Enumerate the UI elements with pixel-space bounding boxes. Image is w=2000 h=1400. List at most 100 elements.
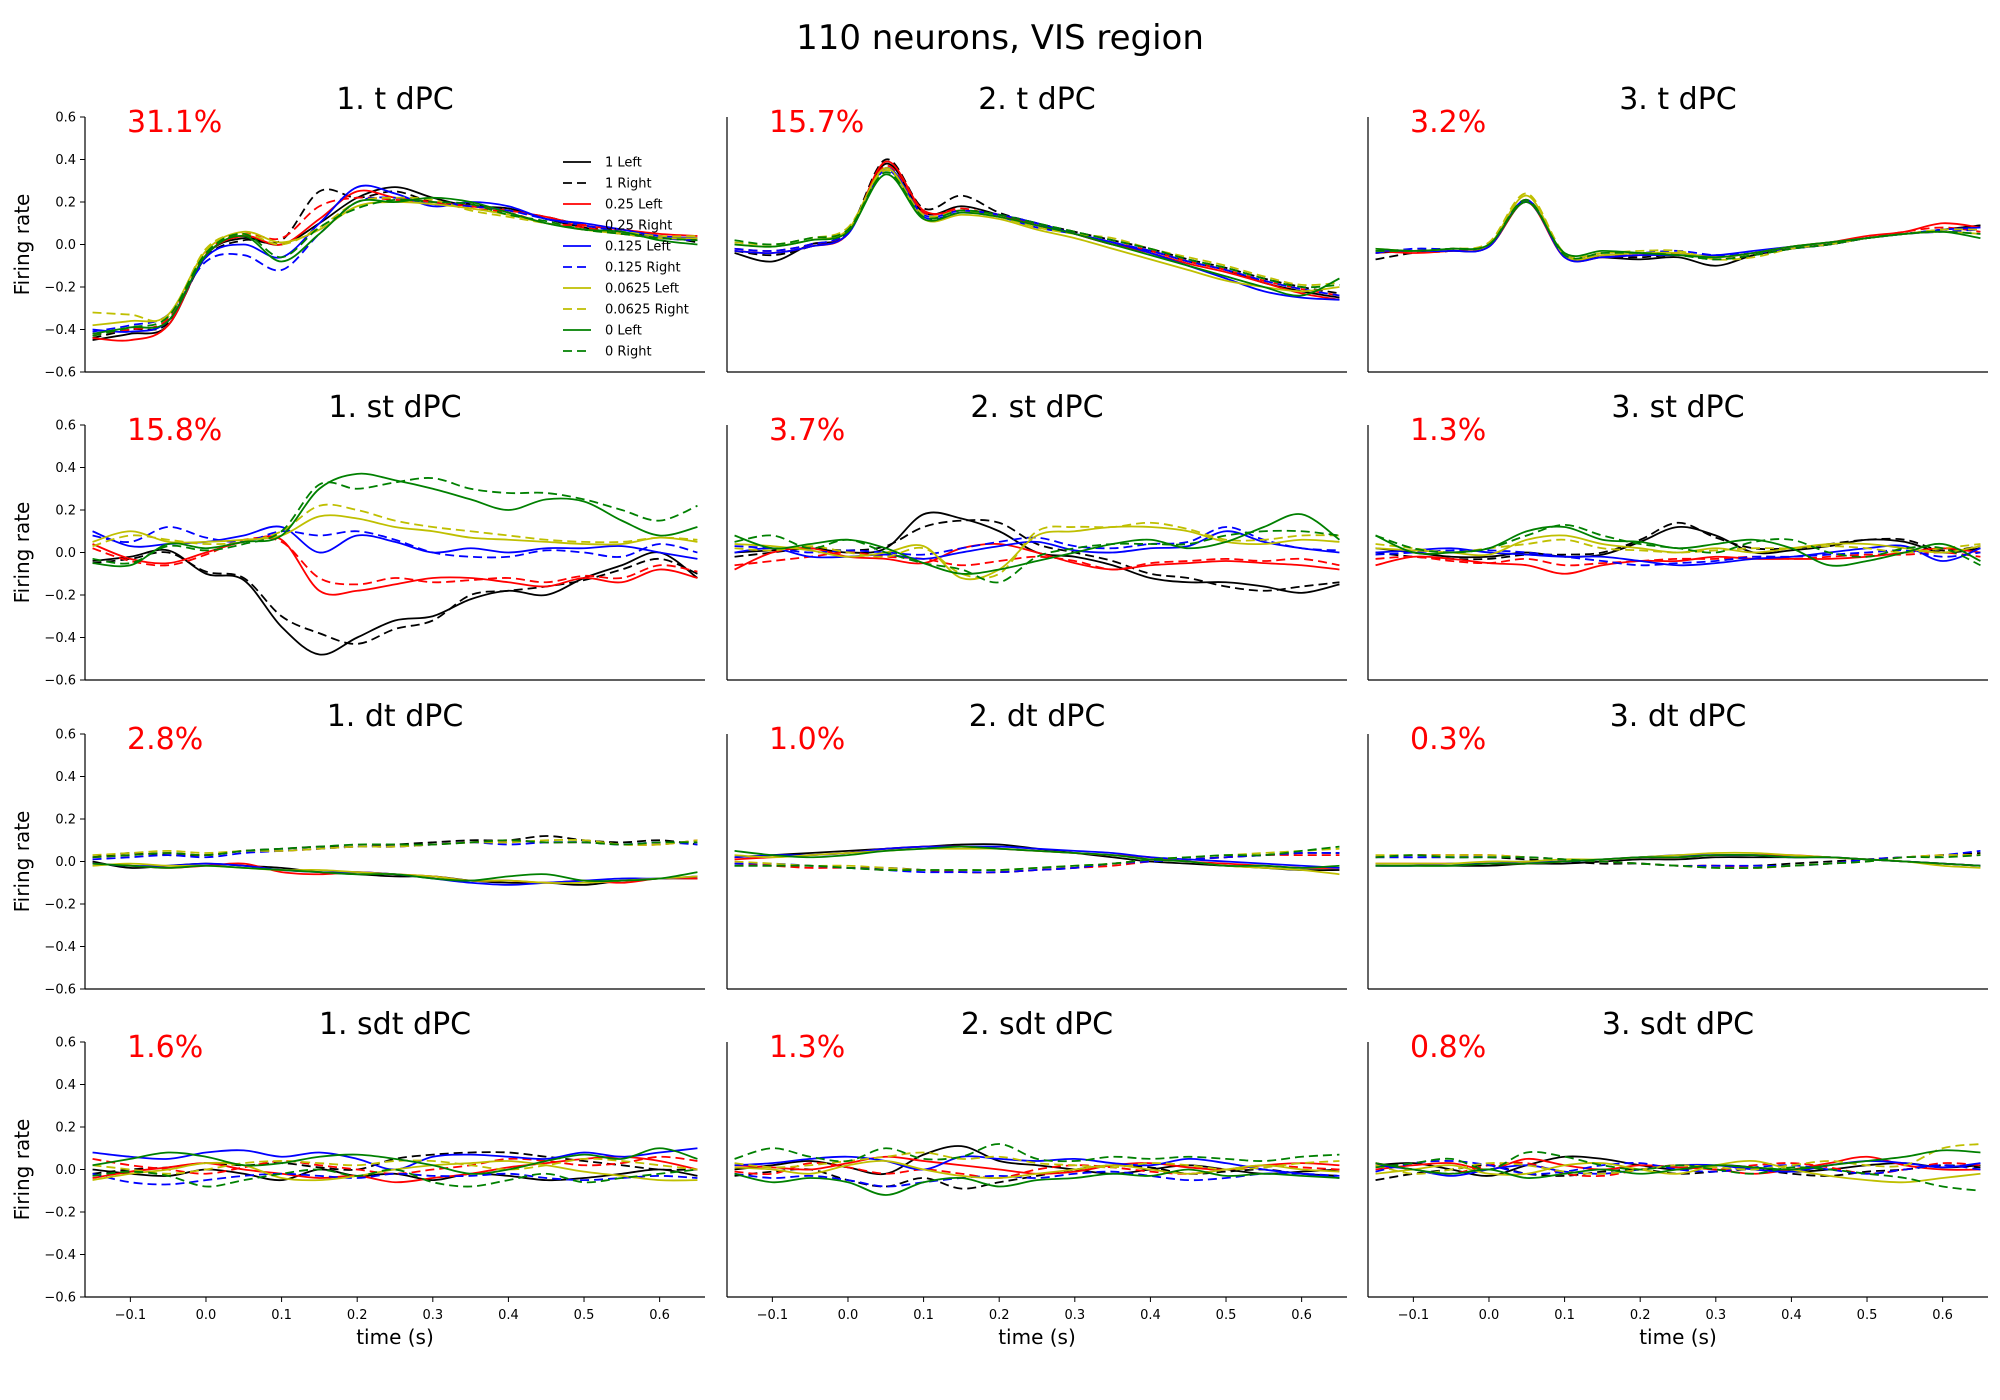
y-axis-label: Firing rate (10, 811, 34, 913)
y-tick-label: 0.0 (55, 855, 76, 870)
series-line (92, 1168, 698, 1188)
x-tick-label: 0.4 (498, 1308, 519, 1323)
x-axis-label: time (s) (998, 1325, 1076, 1349)
y-tick-label: 0.2 (55, 504, 76, 519)
series-line (734, 158, 1340, 295)
panel-7: −0.6 −0.4 −0.2 0.0 0.2 0.4 0.6 Firing rate 1. dt… (10, 699, 705, 998)
series-line (734, 171, 1340, 289)
panel-3: 3. t dPC 3.2% (1367, 82, 1988, 373)
y-tick-label: −0.6 (44, 1291, 76, 1306)
panel-9: 3. dt dPC 0.3% (1367, 699, 1988, 990)
y-tick-label: 0.6 (55, 111, 76, 126)
series-line (734, 530, 1340, 560)
explained-variance: 15.8% (127, 413, 222, 448)
series-line (734, 845, 1340, 872)
series-line (734, 1143, 1340, 1163)
panel-title: 1. st dPC (328, 390, 461, 425)
x-tick-label: −0.1 (115, 1308, 147, 1323)
y-tick-label: 0.0 (55, 1163, 76, 1178)
legend: 1 Left 1 Right 0.25 Left 0.25 Right 0.125 Le… (563, 156, 689, 360)
y-axis-label: Firing rate (10, 1119, 34, 1221)
y-tick-label: −0.2 (44, 898, 76, 913)
series-line (92, 841, 698, 861)
series-line (92, 1172, 698, 1186)
explained-variance: 1.0% (769, 722, 845, 757)
legend-label: 0 Right (605, 345, 652, 360)
series-line (92, 503, 698, 547)
y-tick-label: −0.6 (44, 366, 76, 381)
series-line (92, 536, 698, 586)
y-tick-label: 0.6 (55, 419, 76, 434)
y-tick-label: 0.6 (55, 728, 76, 743)
series-line (92, 472, 698, 568)
x-tick-label: −0.1 (1398, 1308, 1430, 1323)
panel-6: 3. st dPC 1.3% (1367, 390, 1988, 681)
legend-label: 1 Left (605, 156, 642, 171)
series-line (92, 477, 698, 565)
series-line (734, 529, 1340, 584)
series-line (734, 1155, 1340, 1179)
x-tick-label: 0.2 (1630, 1308, 1651, 1323)
x-tick-label: 0.5 (1857, 1308, 1878, 1323)
x-axis-label: time (s) (356, 1325, 434, 1349)
panel-title: 3. t dPC (1619, 82, 1737, 117)
panel-title: 2. t dPC (978, 82, 1096, 117)
y-tick-label: 0.2 (55, 813, 76, 828)
series-line (1375, 1159, 1981, 1184)
x-tick-label: 0.2 (347, 1308, 368, 1323)
y-axis-label: Firing rate (10, 502, 34, 604)
panel-title: 3. dt dPC (1610, 699, 1747, 734)
series-line (1375, 534, 1981, 557)
x-tick-label: 0.0 (196, 1308, 217, 1323)
panel-title: 2. sdt dPC (961, 1007, 1113, 1042)
y-tick-label: 0.2 (55, 196, 76, 211)
series-line (1375, 547, 1981, 575)
legend-label: 0.125 Left (605, 240, 671, 255)
series-line (92, 196, 698, 333)
panel-11: −0.1 0.0 0.1 0.2 0.3 0.4 0.5 0.6 time (s) 2. sdt … (726, 1007, 1347, 1349)
panel-1: −0.6 −0.4 −0.2 0.0 0.2 0.4 0.6 Firing rate 1. t … (10, 82, 705, 381)
explained-variance: 31.1% (127, 105, 222, 140)
series-line (734, 1170, 1340, 1188)
explained-variance: 0.8% (1410, 1030, 1486, 1065)
series-line (1375, 523, 1981, 567)
series-line (1375, 1149, 1981, 1179)
y-tick-label: 0.2 (55, 1121, 76, 1136)
series-line (734, 169, 1340, 297)
legend-label: 0.25 Left (605, 198, 663, 213)
x-tick-label: 0.6 (1932, 1308, 1953, 1323)
x-tick-label: 0.6 (1291, 1308, 1312, 1323)
x-tick-label: 0.5 (1216, 1308, 1237, 1323)
x-tick-label: 0.3 (1705, 1308, 1726, 1323)
x-tick-label: 0.0 (1479, 1308, 1500, 1323)
series-line (92, 526, 698, 559)
explained-variance: 15.7% (769, 105, 864, 140)
series-line (734, 167, 1340, 301)
y-tick-label: −0.2 (44, 281, 76, 296)
series-line (734, 1168, 1340, 1196)
series-line (1375, 198, 1981, 261)
legend-label: 0.25 Right (605, 219, 672, 234)
panel-title: 1. sdt dPC (319, 1007, 471, 1042)
y-tick-label: −0.2 (44, 1206, 76, 1221)
x-tick-label: 0.3 (1064, 1308, 1085, 1323)
panel-title: 3. sdt dPC (1602, 1007, 1754, 1042)
figure-title: 110 neurons, VIS region (796, 18, 1204, 58)
series-line (92, 838, 698, 857)
y-tick-label: −0.6 (44, 674, 76, 689)
series-line (1375, 853, 1981, 867)
series-line (1375, 525, 1981, 559)
legend-label: 0.125 Right (605, 261, 681, 276)
series-line (734, 1159, 1340, 1179)
legend-label: 0.0625 Right (605, 303, 689, 318)
y-tick-label: −0.4 (44, 631, 76, 646)
explained-variance: 3.2% (1410, 105, 1486, 140)
panel-2: 2. t dPC 15.7% (726, 82, 1347, 373)
y-tick-label: −0.4 (44, 323, 76, 338)
y-axis-label: Firing rate (10, 194, 34, 296)
y-tick-label: −0.4 (44, 940, 76, 955)
y-tick-label: 0.4 (55, 770, 76, 785)
legend-label: 0.0625 Left (605, 282, 679, 297)
x-tick-label: 0.3 (422, 1308, 443, 1323)
